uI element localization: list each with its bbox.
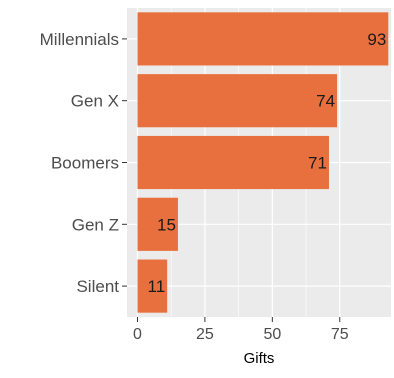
x-axis: 0 25 50 75 — [133, 317, 349, 343]
y-axis: Millennials Gen X Boomers Gen Z Silent — [40, 30, 127, 296]
x-tick-label: 50 — [263, 326, 281, 343]
y-tick-label: Silent — [76, 277, 119, 296]
data-labels: 93 74 71 15 11 — [148, 30, 387, 296]
bar-boomers — [137, 135, 329, 190]
y-tick-label: Boomers — [51, 154, 119, 173]
data-label: 71 — [308, 154, 327, 173]
y-tick-label: Gen X — [71, 92, 119, 111]
bars — [137, 12, 389, 313]
x-tick-label: 0 — [133, 326, 142, 343]
data-label: 74 — [316, 92, 335, 111]
bar-silent — [137, 259, 168, 313]
data-label: 15 — [157, 215, 176, 234]
x-tick-label: 75 — [331, 326, 349, 343]
x-axis-title: Gifts — [244, 350, 275, 367]
y-tick-label: Gen Z — [72, 215, 119, 234]
y-tick-label: Millennials — [40, 30, 119, 49]
x-tick-label: 25 — [196, 326, 214, 343]
data-label: 93 — [367, 30, 386, 49]
data-label: 11 — [148, 277, 166, 296]
bar-gen-z — [137, 197, 178, 251]
bar-gen-x — [137, 74, 338, 128]
bar-millennials — [137, 12, 389, 66]
